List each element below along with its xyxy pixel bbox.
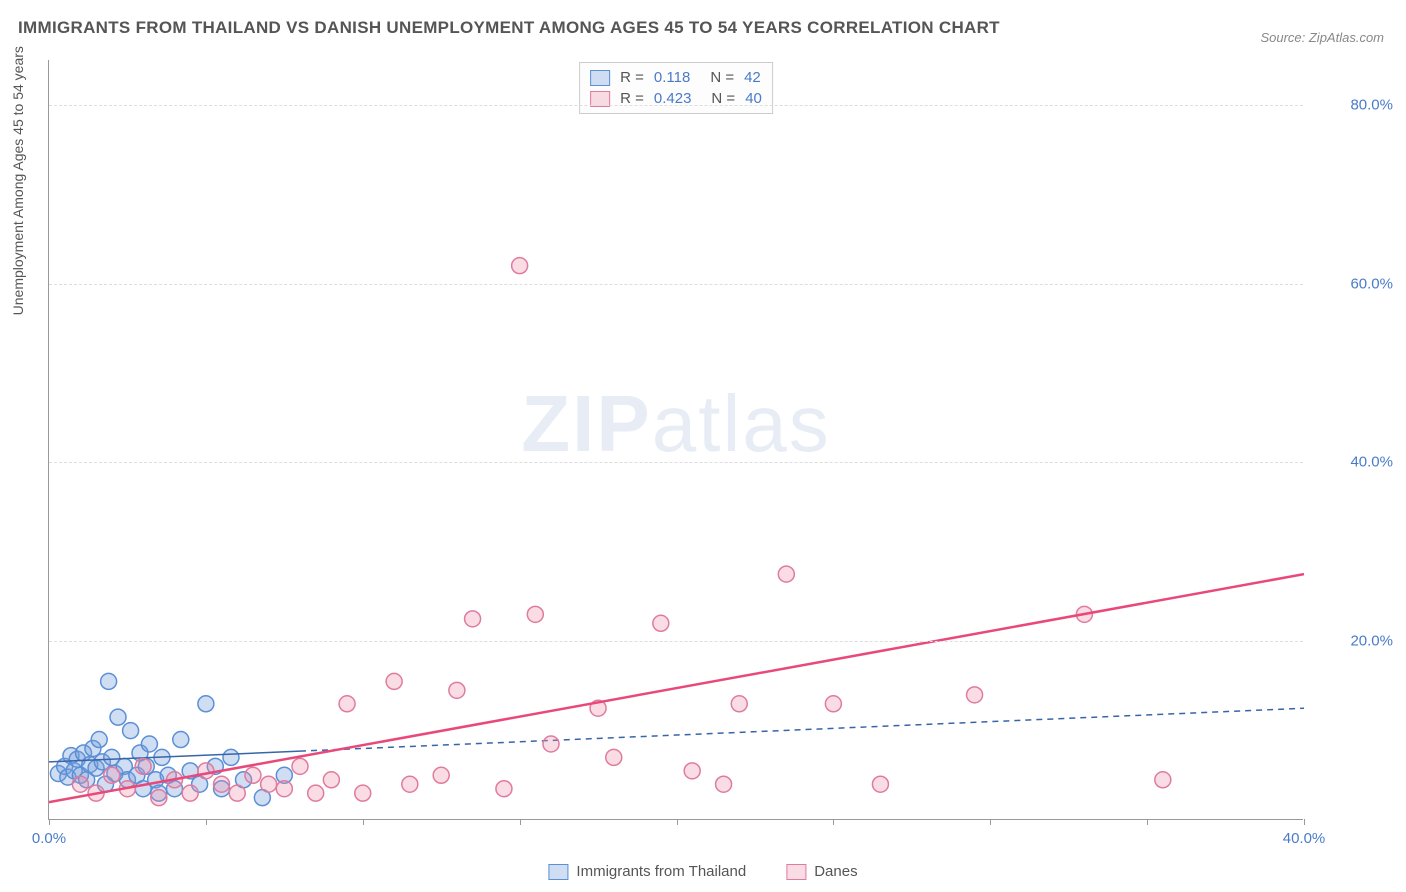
data-point [731,696,747,712]
n-value: 42 [744,69,761,86]
x-tick [833,819,834,825]
x-tick [49,819,50,825]
data-point [276,781,292,797]
data-point [101,673,117,689]
data-point [72,776,88,792]
legend-top: R = 0.118 N = 42 R =0.423N =40 [579,62,773,114]
legend-label: Danes [814,863,857,880]
data-point [229,785,245,801]
legend-top-row: R = 0.118 N = 42 [590,67,762,88]
grid-line [49,284,1303,285]
data-point [135,758,151,774]
legend-top-row: R =0.423N =40 [590,88,762,109]
data-point [465,611,481,627]
grid-line [49,641,1303,642]
data-point [214,776,230,792]
r-value: 0.118 [654,69,690,86]
data-point [1155,772,1171,788]
data-point [339,696,355,712]
data-point [198,696,214,712]
data-point [716,776,732,792]
data-point [323,772,339,788]
x-tick-label: 0.0% [32,830,66,847]
data-point [449,682,465,698]
data-point [198,763,214,779]
data-point [292,758,308,774]
legend-bottom-item: Immigrants from Thailand [548,863,746,880]
data-point [606,749,622,765]
y-tick-label: 60.0% [1313,275,1393,292]
y-tick-label: 80.0% [1313,96,1393,113]
grid-line [49,462,1303,463]
legend-swatch [590,70,610,86]
trend-line [49,574,1304,802]
data-point [182,785,198,801]
data-point [543,736,559,752]
x-tick-label: 40.0% [1283,830,1326,847]
y-tick-label: 40.0% [1313,454,1393,471]
data-point [402,776,418,792]
data-point [123,723,139,739]
x-tick [1304,819,1305,825]
data-point [91,732,107,748]
y-tick-label: 20.0% [1313,633,1393,650]
data-point [223,749,239,765]
scatter-svg [49,60,1304,820]
r-label: R = [620,69,644,86]
legend-bottom: Immigrants from Thailand Danes [548,863,857,880]
data-point [104,767,120,783]
data-point [653,615,669,631]
source-label: Source: ZipAtlas.com [1260,30,1384,45]
x-tick [206,819,207,825]
data-point [496,781,512,797]
data-point [355,785,371,801]
data-point [308,785,324,801]
data-point [110,709,126,725]
legend-swatch [786,864,806,880]
data-point [386,673,402,689]
legend-bottom-item: Danes [786,863,857,880]
data-point [512,258,528,274]
chart-title: IMMIGRANTS FROM THAILAND VS DANISH UNEMP… [18,18,1000,38]
x-tick [1147,819,1148,825]
data-point [527,606,543,622]
x-tick [677,819,678,825]
data-point [173,732,189,748]
data-point [967,687,983,703]
y-axis-label: Unemployment Among Ages 45 to 54 years [10,46,26,315]
data-point [261,776,277,792]
legend-swatch [548,864,568,880]
chart-container: IMMIGRANTS FROM THAILAND VS DANISH UNEMP… [0,0,1406,892]
x-tick [363,819,364,825]
plot-area: ZIPatlas R =0.118N =42R =0.423N =40 20.0… [48,60,1303,820]
data-point [825,696,841,712]
n-label: N = [710,69,734,86]
x-tick [990,819,991,825]
data-point [141,736,157,752]
grid-line [49,105,1303,106]
legend-label: Immigrants from Thailand [576,863,746,880]
data-point [872,776,888,792]
data-point [151,790,167,806]
x-tick [520,819,521,825]
data-point [778,566,794,582]
data-point [433,767,449,783]
data-point [684,763,700,779]
data-point [245,767,261,783]
